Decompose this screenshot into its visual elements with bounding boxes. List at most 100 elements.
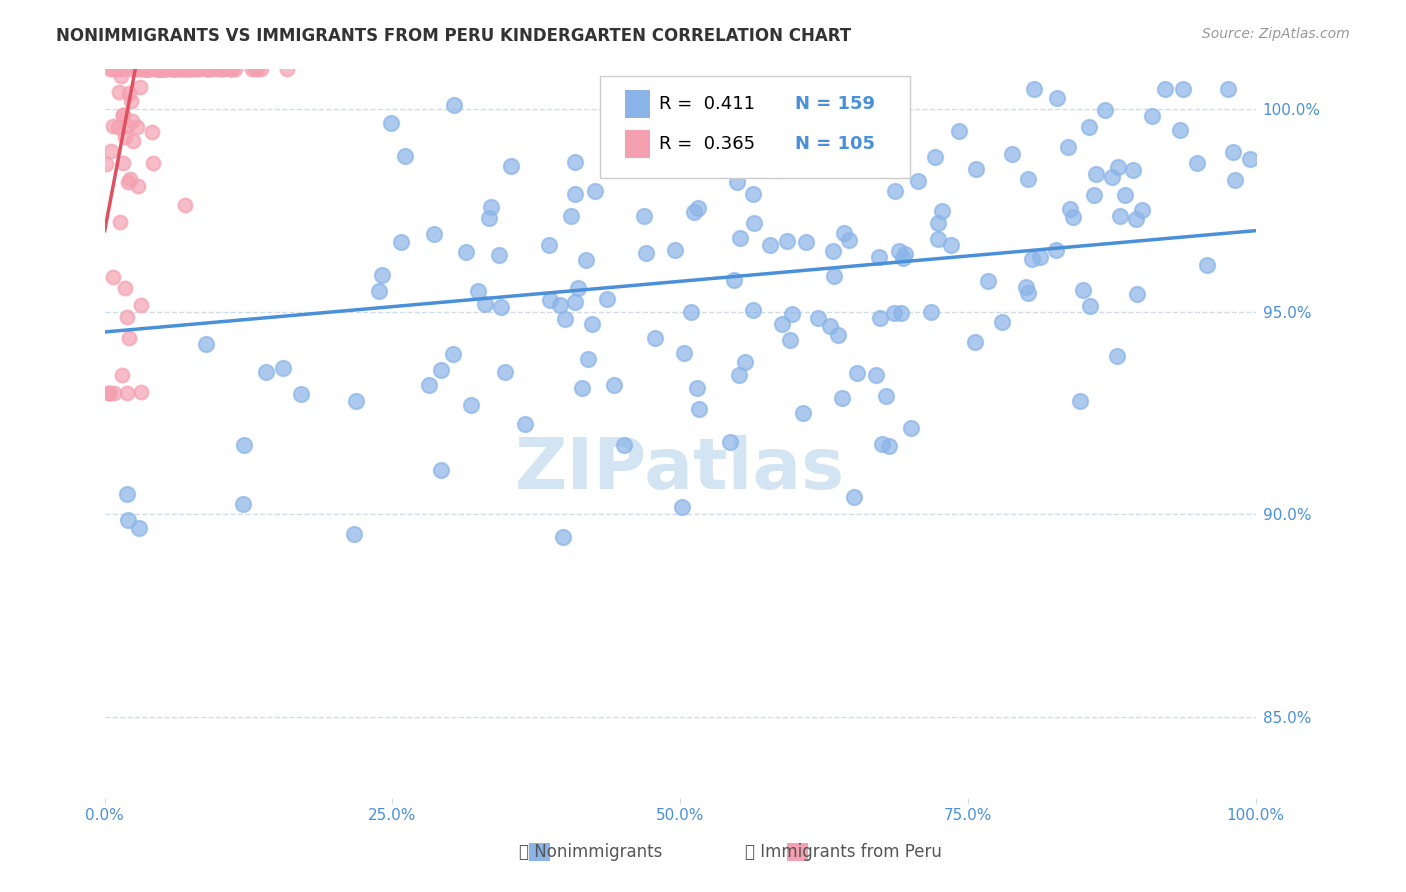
Point [134,62,156,76]
Point [688,402,710,417]
Point [187,62,209,76]
Point [759,237,782,252]
Point [495,365,517,379]
Point [613,438,636,452]
Point [114,130,136,145]
Point [876,155,898,169]
Point [672,345,695,359]
Point [734,355,756,369]
Point [564,154,586,169]
Point [148,62,170,76]
Point [186,62,208,76]
Point [111,108,134,122]
Point [792,406,814,420]
Point [162,62,184,76]
Point [1239,152,1261,166]
Point [571,381,593,395]
Point [460,398,482,412]
Point [165,62,187,76]
Point [488,248,510,262]
Text: ⬜ Nonimmigrants: ⬜ Nonimmigrants [519,843,662,861]
Point [869,310,891,325]
Point [115,310,138,324]
FancyBboxPatch shape [624,90,651,118]
Point [218,62,240,76]
Point [143,62,166,76]
Point [150,62,173,76]
Point [1077,120,1099,134]
Point [1059,202,1081,217]
Point [1085,167,1108,181]
Point [132,62,155,76]
Point [644,331,666,345]
Point [633,209,655,223]
Point [219,62,242,76]
Point [1114,188,1136,202]
Point [115,120,138,134]
Point [127,178,149,193]
Point [152,62,174,76]
Point [183,62,205,76]
Point [96,156,118,170]
Point [131,62,153,76]
Point [273,361,295,376]
Point [430,462,453,476]
Point [148,62,170,76]
Point [842,490,865,504]
Point [827,327,849,342]
Point [177,62,200,76]
Point [742,216,765,230]
Point [1024,82,1046,96]
Point [198,62,221,76]
Point [153,62,176,76]
Point [567,281,589,295]
Point [1125,211,1147,226]
Point [1109,209,1132,223]
Point [111,108,134,122]
Point [823,244,845,259]
Point [169,62,191,76]
Point [875,389,897,403]
Point [100,144,122,158]
Point [290,387,312,401]
Point [121,62,143,76]
Point [125,120,148,135]
Point [1017,285,1039,300]
Point [98,385,121,400]
Point [155,62,177,76]
Point [1057,140,1080,154]
Point [380,116,402,130]
Point [664,243,686,257]
Point [900,421,922,435]
Point [838,233,860,247]
Point [430,363,453,377]
Point [1173,82,1195,96]
Point [150,62,173,76]
Point [170,62,193,76]
Point [1046,90,1069,104]
Point [907,174,929,188]
Point [148,62,170,76]
Point [818,318,841,333]
Point [765,163,787,178]
Point [98,385,121,400]
Point [212,62,235,76]
Point [575,253,598,268]
Point [779,333,801,347]
Point [550,298,572,312]
Point [135,62,157,76]
Point [794,235,817,250]
Point [112,62,135,76]
Point [686,201,709,215]
Point [441,347,464,361]
Point [603,378,626,392]
Point [741,303,763,318]
Text: R =  0.365: R = 0.365 [659,135,755,153]
Point [162,62,184,76]
Point [474,297,496,311]
Point [807,310,830,325]
Point [1222,145,1244,159]
Point [194,336,217,351]
Point [103,62,125,76]
Point [564,295,586,310]
